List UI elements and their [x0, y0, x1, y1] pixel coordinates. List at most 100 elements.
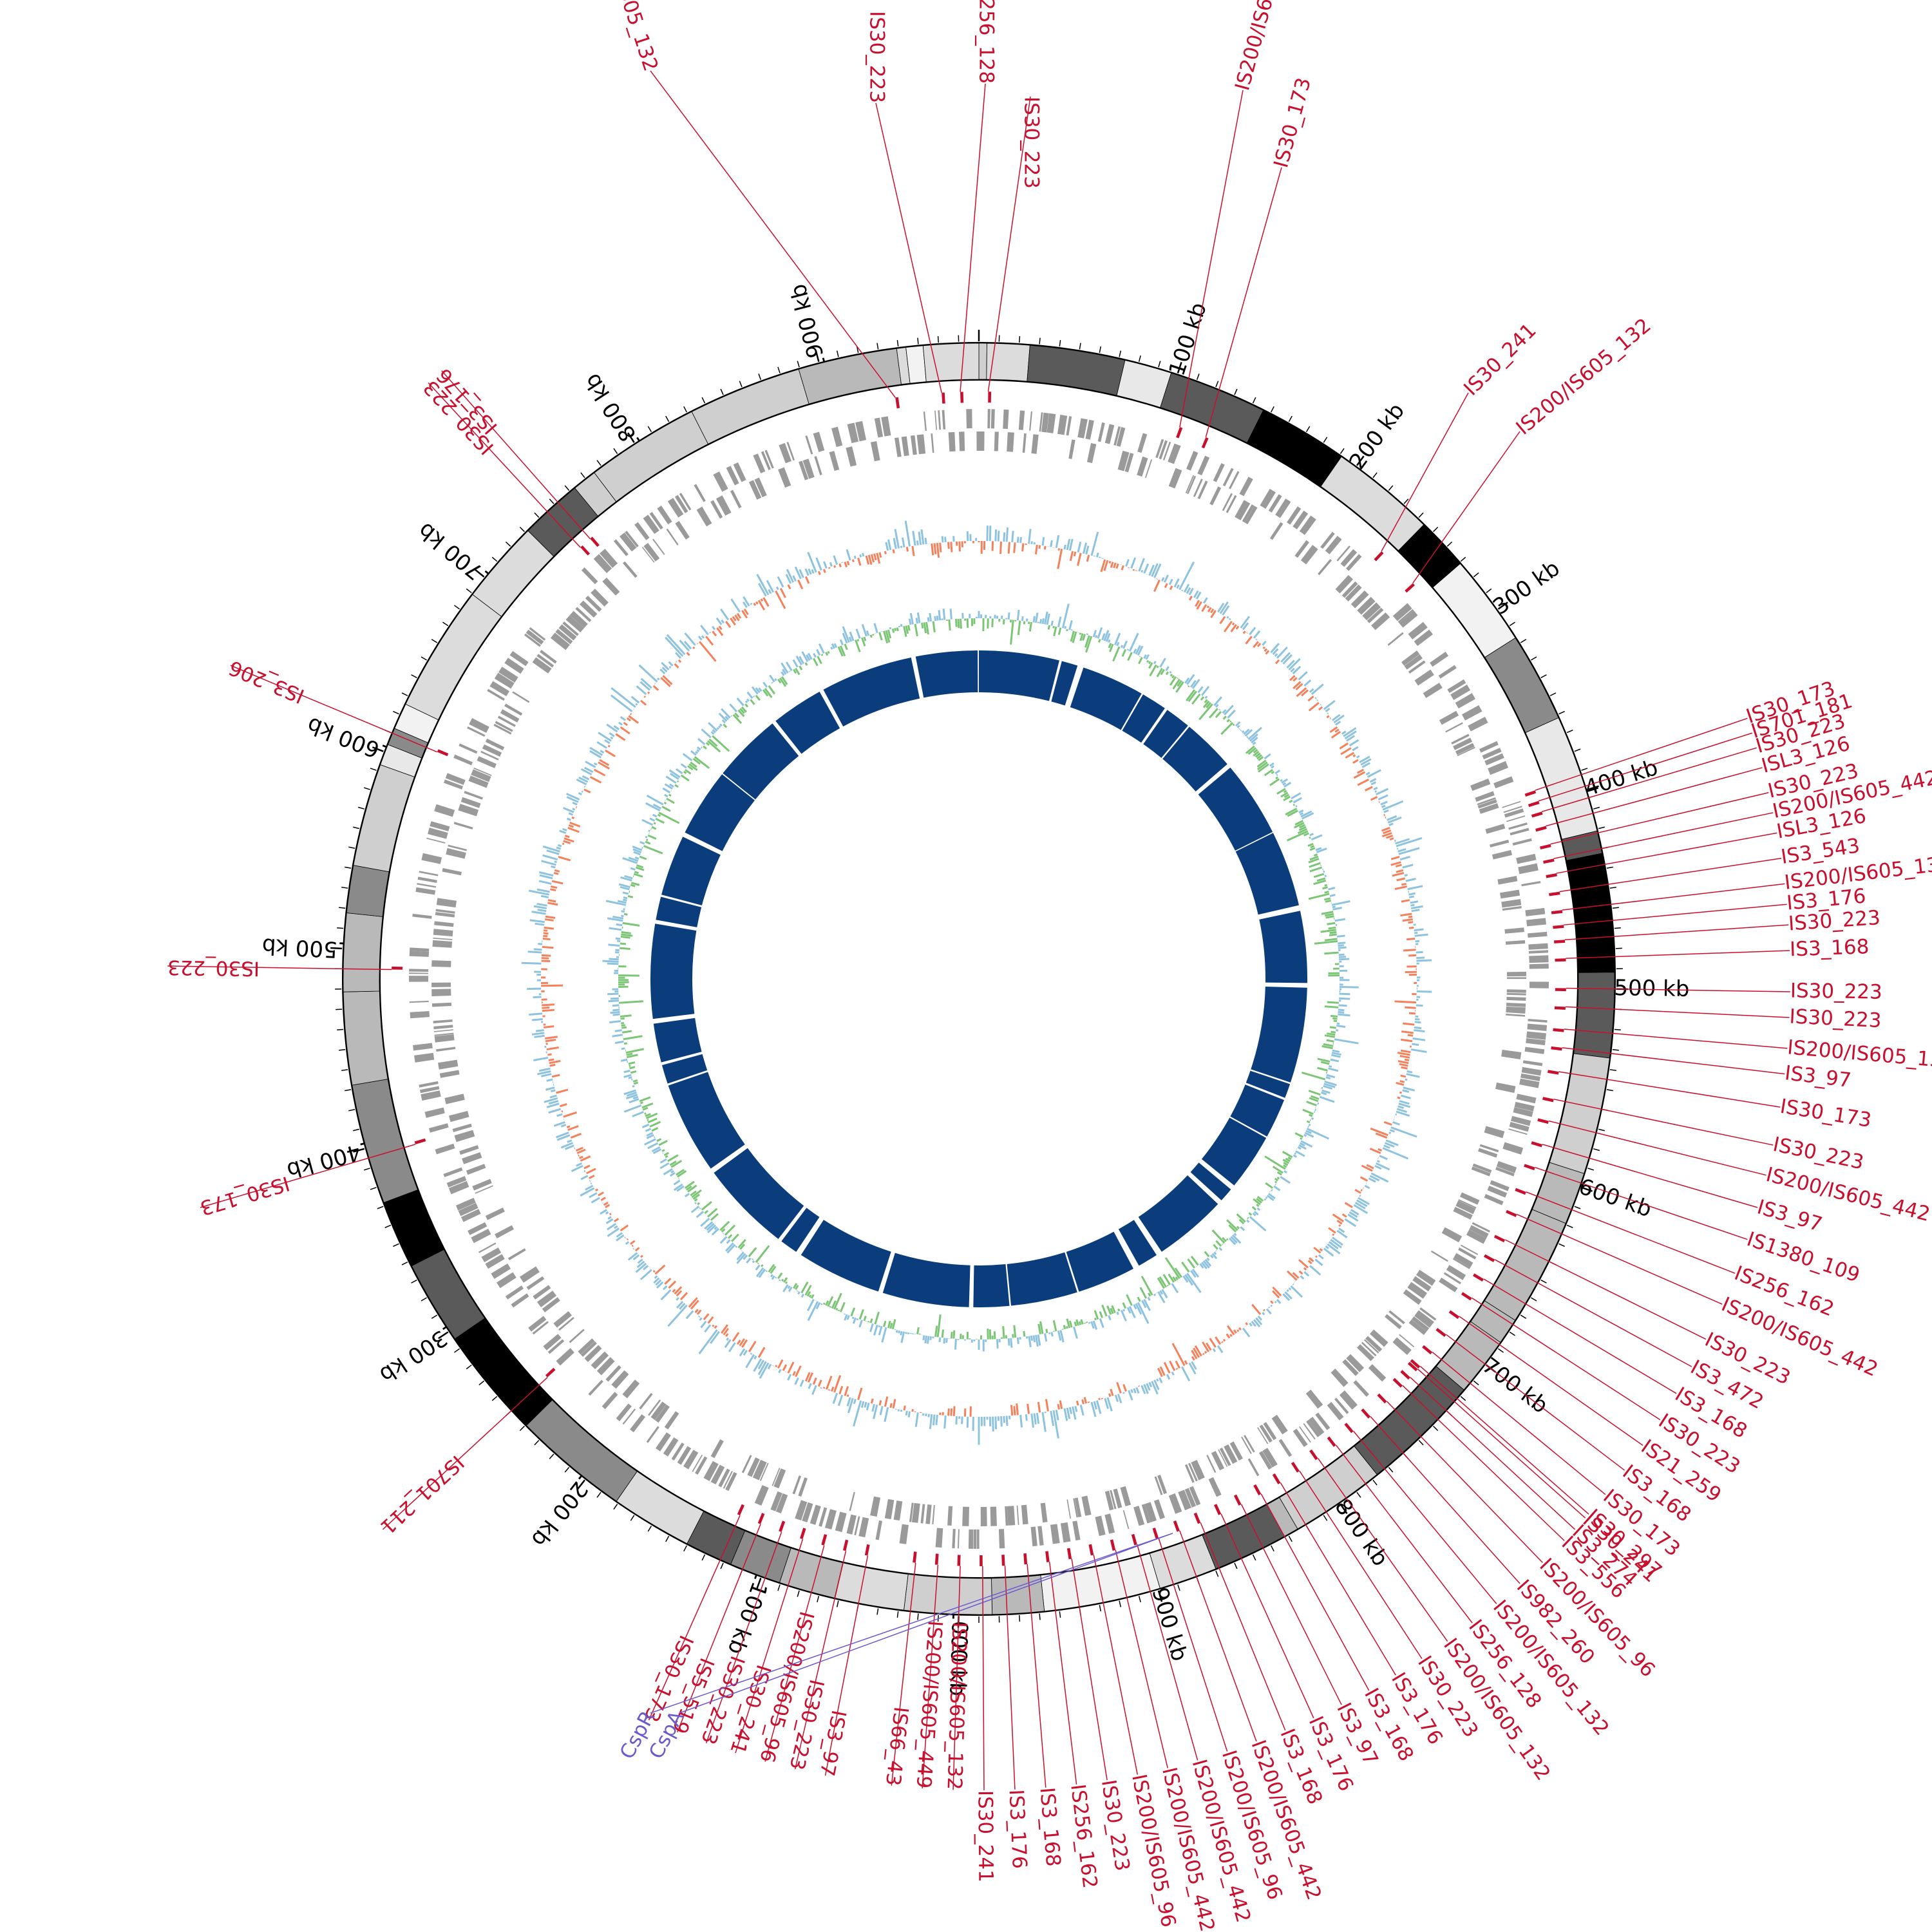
cds-feature — [1003, 409, 1009, 430]
inner-block — [1190, 1162, 1231, 1200]
cds-feature — [459, 743, 478, 754]
gc-bar — [1401, 1030, 1414, 1034]
gc-bar — [1233, 1329, 1237, 1334]
gc-bar — [1057, 1404, 1060, 1410]
skew-bar — [856, 1318, 859, 1321]
gc-bar — [1404, 1058, 1410, 1062]
skew-bar — [724, 715, 730, 721]
skew-bar — [1103, 630, 1110, 641]
is-element-label: IS30_173 — [1779, 1095, 1873, 1132]
skew-bar — [641, 1123, 650, 1129]
kb-tick — [1581, 768, 1588, 771]
gc-bar — [1010, 1405, 1014, 1416]
skew-bar — [1325, 899, 1331, 903]
cds-feature — [1263, 1422, 1277, 1441]
cds-feature — [1511, 1115, 1531, 1126]
gc-bar — [743, 608, 749, 616]
gc-bar — [1135, 1387, 1140, 1394]
skew-bar — [1147, 1296, 1151, 1301]
skew-bar — [1111, 1305, 1116, 1314]
skew-bar — [1265, 1196, 1268, 1199]
gc-bar — [1282, 1293, 1291, 1302]
gc-bar — [878, 552, 882, 558]
kb-tick — [1019, 336, 1021, 343]
gc-bar — [556, 1134, 571, 1141]
skew-bar — [620, 1017, 625, 1020]
gc-bar — [1085, 545, 1090, 555]
gc-bar — [1272, 648, 1279, 656]
skew-bar — [1245, 745, 1255, 754]
skew-bar — [645, 1113, 651, 1117]
gc-bar — [545, 918, 554, 922]
skew-bar — [1197, 686, 1204, 694]
cds-feature — [480, 750, 499, 761]
gc-bar — [664, 1278, 672, 1285]
gc-bar — [779, 587, 786, 598]
skew-bar — [665, 1155, 668, 1159]
is-element-label: IS30_223 — [167, 956, 260, 980]
kb-tick — [1059, 1611, 1061, 1618]
skew-bar — [700, 746, 703, 749]
skew-bar — [1156, 667, 1163, 677]
skew-bar — [1159, 658, 1166, 668]
cds-feature — [434, 1032, 454, 1036]
gc-bar — [811, 1385, 817, 1396]
skew-bar — [1159, 1276, 1167, 1288]
skew-bar — [923, 622, 927, 634]
skew-bar — [744, 703, 749, 708]
skew-bar — [1264, 1155, 1286, 1170]
cds-feature — [472, 1179, 492, 1191]
cds-feature — [1005, 1506, 1009, 1526]
gc-bar — [546, 1078, 553, 1082]
cds-feature — [1411, 1316, 1430, 1332]
cds-feature — [1392, 1337, 1412, 1356]
skew-bar — [1187, 685, 1190, 688]
cds-feature — [593, 554, 612, 573]
skew-bar — [694, 1202, 697, 1205]
kb-tick — [701, 397, 706, 404]
cds-feature — [1336, 545, 1350, 562]
is-marker — [842, 1539, 849, 1551]
kb-tick — [519, 1425, 525, 1432]
gc-bar — [676, 1297, 679, 1302]
skew-bar — [622, 857, 638, 864]
gc-bar — [804, 568, 810, 576]
skew-bar — [846, 1314, 850, 1320]
skew-bar — [898, 1330, 901, 1334]
gc-bar — [661, 661, 670, 670]
skew-bar — [1108, 1314, 1112, 1321]
skew-bar — [777, 1272, 783, 1280]
gc-bar — [700, 1320, 707, 1329]
cds-feature — [433, 929, 453, 937]
cds-feature — [556, 1348, 574, 1366]
gc-bar — [536, 902, 547, 907]
gc-bar — [1293, 681, 1302, 690]
skew-bar — [670, 1170, 674, 1174]
skew-bar — [1264, 768, 1274, 777]
skew-bar — [829, 1305, 832, 1308]
skew-bar — [1188, 690, 1197, 703]
kb-tick — [363, 1168, 370, 1171]
skew-bar — [782, 1277, 788, 1283]
cds-feature — [925, 1504, 932, 1524]
cds-feature — [1490, 839, 1510, 848]
skew-bar — [607, 962, 619, 965]
skew-bar — [1243, 728, 1250, 735]
gc-bar — [739, 1338, 746, 1347]
gc-bar — [1340, 747, 1352, 755]
gc-bar — [1133, 1388, 1137, 1394]
skew-bar — [1306, 1120, 1311, 1124]
skew-bar — [1276, 1177, 1280, 1180]
skew-bar — [799, 665, 803, 670]
skew-bar — [878, 632, 883, 641]
gc-bar — [613, 725, 620, 730]
gc-bar — [757, 600, 766, 611]
skew-bar — [1045, 1329, 1048, 1334]
gc-bar — [672, 1289, 676, 1293]
skew-bar — [1330, 1058, 1340, 1063]
gc-bar — [1115, 563, 1119, 569]
skew-bar — [1298, 809, 1304, 814]
cds-feature — [1294, 540, 1309, 558]
skew-bar — [768, 685, 776, 695]
gc-bar — [571, 816, 574, 820]
